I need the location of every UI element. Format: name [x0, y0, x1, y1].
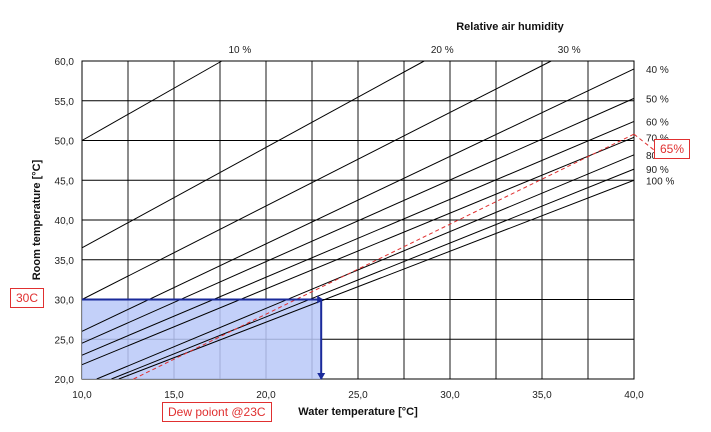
humidity-line-30 [81, 60, 552, 300]
x-tick-label: 35,0 [532, 390, 552, 401]
humidity-callout: 65% [654, 139, 691, 159]
humidity-label-50: 50 % [646, 94, 669, 105]
x-axis-title: Water temperature [°C] [298, 406, 418, 418]
humidity-label-100: 100 % [646, 176, 674, 187]
humidity-callout-leader [633, 133, 655, 151]
humidity-line-80 [96, 154, 635, 380]
humidity-label-40: 40 % [646, 65, 669, 76]
arrowhead-right [317, 295, 324, 304]
y-axis-title: Room temperature [°C] [31, 159, 43, 280]
humidity-line-60 [81, 120, 635, 356]
x-tick-label: 15,0 [164, 390, 184, 401]
tick-group: 10,0 15,0 20,0 25,0 30,0 35,0 40,0 20,0 25,0 30,0… [55, 57, 645, 401]
y-tick-label: 55,0 [55, 97, 75, 108]
x-tick-label: 40,0 [624, 390, 644, 401]
humidity-label-30: 30 % [558, 45, 581, 56]
humidity-line-90 [111, 168, 635, 380]
shaded-region [82, 299, 322, 379]
humidity-label-60: 60 % [646, 117, 669, 128]
humidity-label-10: 10 % [228, 45, 251, 56]
humidity-line-40 [81, 68, 635, 332]
humidity-label-90: 90 % [646, 165, 669, 176]
y-tick-label: 40,0 [55, 216, 75, 227]
shaded-region-group [82, 299, 322, 379]
y-tick-label: 35,0 [55, 256, 75, 267]
chart-title: Relative air humidity [456, 21, 564, 33]
humidity-label-70: 70 % [646, 133, 669, 144]
humidity-line-20 [81, 60, 425, 249]
x-tick-label: 10,0 [72, 390, 92, 401]
humidity-line-10 [81, 60, 223, 141]
humidity-line-50 [81, 97, 635, 344]
y-tick-label: 60,0 [55, 57, 75, 68]
humidity-line-70 [81, 136, 635, 366]
y-tick-label: 20,0 [55, 375, 75, 386]
y-tick-label: 45,0 [55, 176, 75, 187]
dew-point-callout: Dew poiont @23C [162, 402, 272, 422]
x-tick-label: 25,0 [348, 390, 368, 401]
y-tick-label: 50,0 [55, 137, 75, 148]
humidity-line-100 [118, 179, 635, 380]
arrowhead-down [317, 373, 326, 380]
x-tick-label: 20,0 [256, 390, 276, 401]
humidity-label-20: 20 % [431, 45, 454, 56]
x-tick-label: 30,0 [440, 390, 460, 401]
room-temp-callout: 30C [10, 288, 45, 308]
series-group [81, 60, 655, 380]
y-tick-label: 25,0 [55, 335, 75, 346]
y-tick-label: 30,0 [55, 296, 75, 307]
humidity-line-65-dashed [133, 133, 635, 380]
